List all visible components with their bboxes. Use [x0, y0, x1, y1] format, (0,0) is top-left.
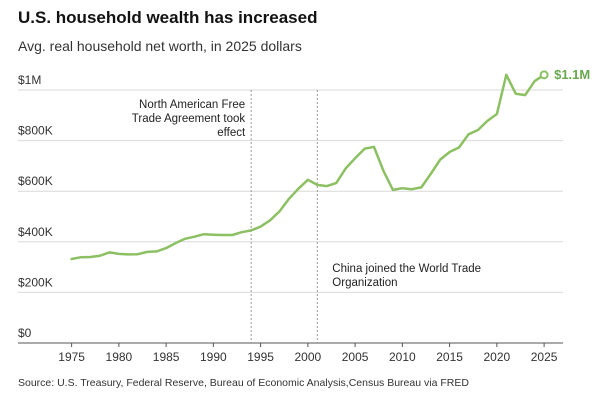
x-tick-label: 1995: [247, 350, 274, 364]
x-tick-label: 1985: [153, 350, 180, 364]
end-point-marker: [539, 70, 549, 80]
chart-subtitle: Avg. real household net worth, in 2025 d…: [18, 38, 302, 54]
x-tick-label: 2025: [531, 350, 558, 364]
series-line: [70, 73, 546, 261]
x-tick-label: 2010: [389, 350, 416, 364]
x-tick-label: 2005: [342, 350, 369, 364]
x-tick-label: 1975: [58, 350, 85, 364]
end-value-label: $1.1M: [554, 67, 590, 82]
source-note: Source: U.S. Treasury, Federal Reserve, …: [18, 377, 469, 389]
y-tick-label: $1M: [18, 73, 41, 87]
y-tick-label: $600K: [18, 174, 53, 188]
chart-title: U.S. household wealth has increased: [18, 8, 318, 27]
y-tick-label: $400K: [18, 225, 53, 239]
y-tick-label: $200K: [18, 275, 53, 289]
annotation-text: North American Free Trade Agreement took e…: [132, 99, 246, 139]
x-tick-label: 1990: [200, 350, 227, 364]
y-tick-label: $800K: [18, 124, 53, 138]
x-tick-label: 2000: [295, 350, 322, 364]
x-tick-label: 2015: [436, 350, 463, 364]
x-tick-label: 1980: [106, 350, 133, 364]
annotation-text: China joined the World Trade Organization: [332, 263, 481, 289]
x-tick-label: 2020: [484, 350, 511, 364]
y-tick-label: $0: [18, 326, 32, 340]
